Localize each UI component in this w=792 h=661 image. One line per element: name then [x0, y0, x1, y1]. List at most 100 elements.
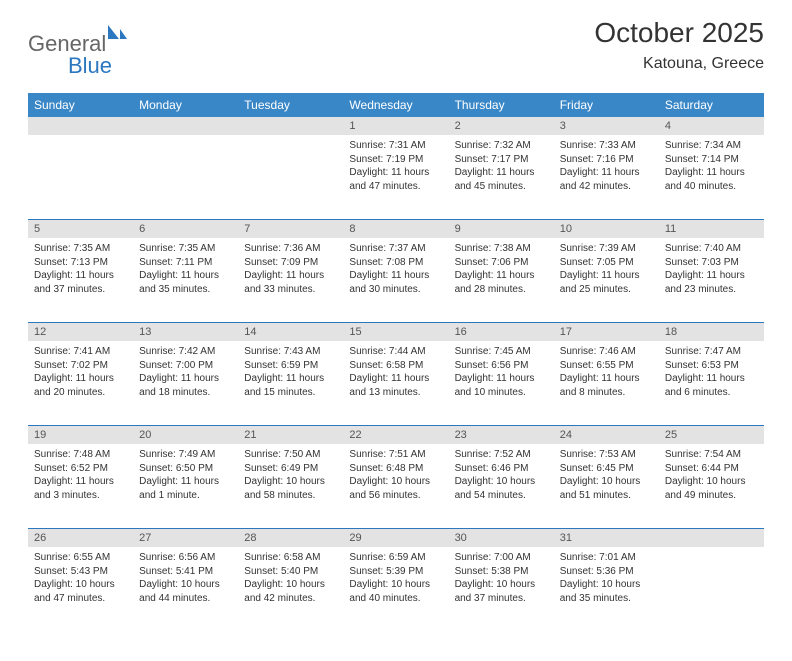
- day-content-cell: Sunrise: 7:35 AMSunset: 7:13 PMDaylight:…: [28, 238, 133, 323]
- day-number-cell: 25: [659, 426, 764, 444]
- day-number: 17: [554, 323, 659, 341]
- day-content-cell: Sunrise: 7:44 AMSunset: 6:58 PMDaylight:…: [343, 341, 448, 426]
- day-number-cell: 23: [449, 426, 554, 444]
- title-block: October 2025 Katouna, Greece: [594, 18, 764, 73]
- day-content-cell: Sunrise: 7:33 AMSunset: 7:16 PMDaylight:…: [554, 135, 659, 220]
- day-content-cell: Sunrise: 7:47 AMSunset: 6:53 PMDaylight:…: [659, 341, 764, 426]
- day-number-cell: [133, 117, 238, 135]
- day-number: [659, 529, 764, 547]
- day-number: 28: [238, 529, 343, 547]
- weekday-header: Friday: [554, 93, 659, 117]
- day-content-row: Sunrise: 7:41 AMSunset: 7:02 PMDaylight:…: [28, 341, 764, 426]
- day-number-cell: 30: [449, 529, 554, 547]
- day-number-row: 567891011: [28, 220, 764, 238]
- day-number-cell: 3: [554, 117, 659, 135]
- day-number-cell: 6: [133, 220, 238, 238]
- day-details: Sunrise: 7:49 AMSunset: 6:50 PMDaylight:…: [133, 444, 238, 508]
- day-number-cell: 15: [343, 323, 448, 341]
- day-number: 5: [28, 220, 133, 238]
- day-details: Sunrise: 7:43 AMSunset: 6:59 PMDaylight:…: [238, 341, 343, 405]
- day-details: Sunrise: 7:51 AMSunset: 6:48 PMDaylight:…: [343, 444, 448, 508]
- day-number: 22: [343, 426, 448, 444]
- day-number-cell: 12: [28, 323, 133, 341]
- weekday-header: Monday: [133, 93, 238, 117]
- month-title: October 2025: [594, 18, 764, 49]
- day-number-cell: [659, 529, 764, 547]
- day-number: [28, 117, 133, 135]
- day-content-cell: Sunrise: 7:51 AMSunset: 6:48 PMDaylight:…: [343, 444, 448, 529]
- day-number-cell: 13: [133, 323, 238, 341]
- day-content-cell: Sunrise: 7:53 AMSunset: 6:45 PMDaylight:…: [554, 444, 659, 529]
- day-number-cell: 11: [659, 220, 764, 238]
- day-number: 29: [343, 529, 448, 547]
- day-number-cell: 20: [133, 426, 238, 444]
- day-details: Sunrise: 7:39 AMSunset: 7:05 PMDaylight:…: [554, 238, 659, 302]
- day-content-cell: Sunrise: 6:55 AMSunset: 5:43 PMDaylight:…: [28, 547, 133, 631]
- weekday-header: Tuesday: [238, 93, 343, 117]
- day-details: Sunrise: 7:00 AMSunset: 5:38 PMDaylight:…: [449, 547, 554, 611]
- day-number: 9: [449, 220, 554, 238]
- day-number-cell: 8: [343, 220, 448, 238]
- day-content-cell: Sunrise: 7:32 AMSunset: 7:17 PMDaylight:…: [449, 135, 554, 220]
- day-content-cell: Sunrise: 7:36 AMSunset: 7:09 PMDaylight:…: [238, 238, 343, 323]
- day-content-cell: [28, 135, 133, 220]
- brand-logo: GeneralBlue: [28, 24, 129, 79]
- day-number-cell: 4: [659, 117, 764, 135]
- day-content-cell: Sunrise: 7:43 AMSunset: 6:59 PMDaylight:…: [238, 341, 343, 426]
- day-number: 6: [133, 220, 238, 238]
- weekday-header: Saturday: [659, 93, 764, 117]
- weekday-header: Sunday: [28, 93, 133, 117]
- day-details: Sunrise: 7:35 AMSunset: 7:13 PMDaylight:…: [28, 238, 133, 302]
- day-content-row: Sunrise: 7:48 AMSunset: 6:52 PMDaylight:…: [28, 444, 764, 529]
- day-number-cell: 7: [238, 220, 343, 238]
- day-number-cell: 27: [133, 529, 238, 547]
- day-details: Sunrise: 7:32 AMSunset: 7:17 PMDaylight:…: [449, 135, 554, 199]
- day-number: [133, 117, 238, 135]
- day-content-cell: Sunrise: 7:00 AMSunset: 5:38 PMDaylight:…: [449, 547, 554, 631]
- day-number-cell: 26: [28, 529, 133, 547]
- day-number: 27: [133, 529, 238, 547]
- day-content-cell: Sunrise: 7:34 AMSunset: 7:14 PMDaylight:…: [659, 135, 764, 220]
- day-number: 21: [238, 426, 343, 444]
- day-content-cell: Sunrise: 6:56 AMSunset: 5:41 PMDaylight:…: [133, 547, 238, 631]
- day-details: Sunrise: 7:52 AMSunset: 6:46 PMDaylight:…: [449, 444, 554, 508]
- day-number-row: 19202122232425: [28, 426, 764, 444]
- day-number-cell: 22: [343, 426, 448, 444]
- day-number-cell: 28: [238, 529, 343, 547]
- day-number: 1: [343, 117, 448, 135]
- day-number: 26: [28, 529, 133, 547]
- day-number: 14: [238, 323, 343, 341]
- day-content-cell: Sunrise: 6:58 AMSunset: 5:40 PMDaylight:…: [238, 547, 343, 631]
- day-number-row: 262728293031: [28, 529, 764, 547]
- day-number: 24: [554, 426, 659, 444]
- day-number: 2: [449, 117, 554, 135]
- day-details: Sunrise: 7:50 AMSunset: 6:49 PMDaylight:…: [238, 444, 343, 508]
- day-number-cell: [28, 117, 133, 135]
- day-number: 8: [343, 220, 448, 238]
- day-number: 20: [133, 426, 238, 444]
- day-content-cell: Sunrise: 7:46 AMSunset: 6:55 PMDaylight:…: [554, 341, 659, 426]
- day-number-cell: 29: [343, 529, 448, 547]
- day-number: 23: [449, 426, 554, 444]
- day-number: [238, 117, 343, 135]
- day-details: Sunrise: 7:54 AMSunset: 6:44 PMDaylight:…: [659, 444, 764, 508]
- day-content-cell: Sunrise: 7:37 AMSunset: 7:08 PMDaylight:…: [343, 238, 448, 323]
- day-number-cell: 5: [28, 220, 133, 238]
- day-content-row: Sunrise: 6:55 AMSunset: 5:43 PMDaylight:…: [28, 547, 764, 631]
- day-number: 7: [238, 220, 343, 238]
- day-number: 25: [659, 426, 764, 444]
- day-details: Sunrise: 7:34 AMSunset: 7:14 PMDaylight:…: [659, 135, 764, 199]
- day-number-cell: 16: [449, 323, 554, 341]
- day-number-cell: 24: [554, 426, 659, 444]
- weekday-header: Wednesday: [343, 93, 448, 117]
- day-number-cell: 9: [449, 220, 554, 238]
- day-number-cell: 10: [554, 220, 659, 238]
- day-number-cell: 31: [554, 529, 659, 547]
- day-number-cell: 14: [238, 323, 343, 341]
- day-number-row: 1234: [28, 117, 764, 135]
- day-number-row: 12131415161718: [28, 323, 764, 341]
- day-content-cell: Sunrise: 7:54 AMSunset: 6:44 PMDaylight:…: [659, 444, 764, 529]
- day-details: Sunrise: 7:46 AMSunset: 6:55 PMDaylight:…: [554, 341, 659, 405]
- brand-text-blue: Blue: [68, 53, 112, 78]
- day-content-cell: [238, 135, 343, 220]
